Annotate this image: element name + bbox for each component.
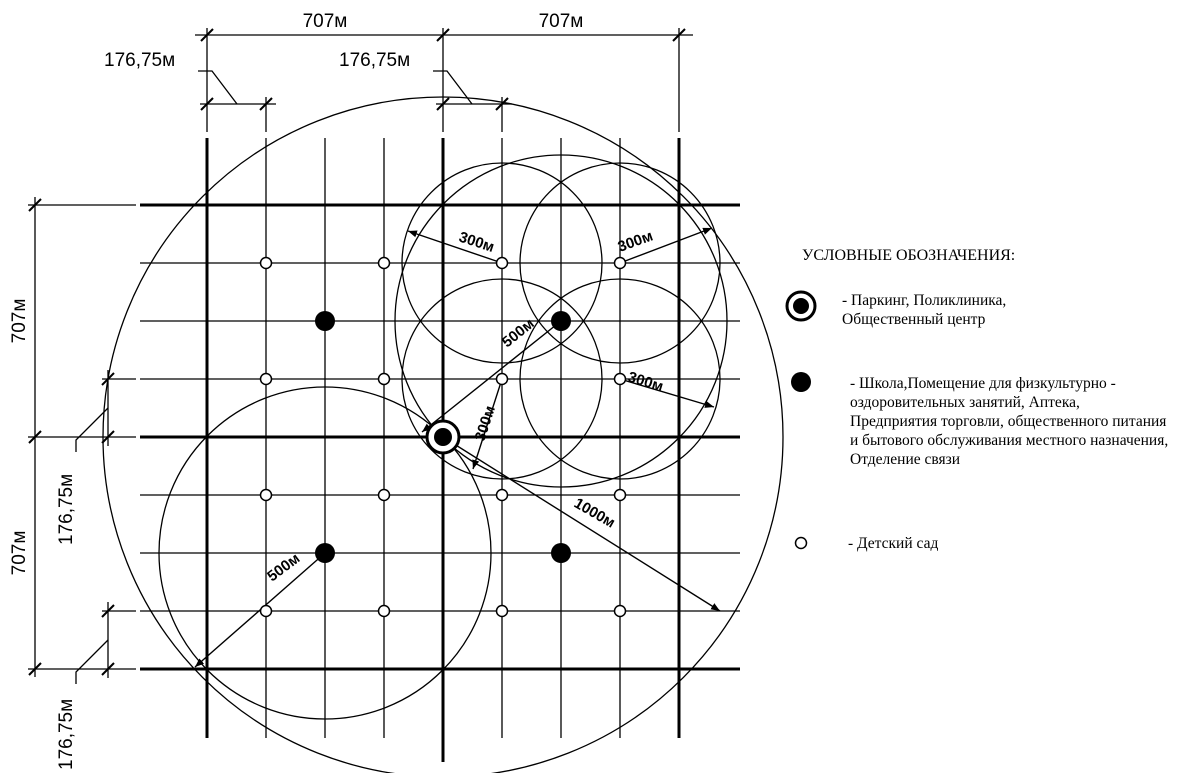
dimension-label-top-mid-176: 176,75м: [339, 50, 410, 71]
open-circle-icon: [377, 604, 391, 618]
legend-item-text: - Школа,Помещение для физкультурно - озд…: [850, 375, 1169, 468]
open-circle-icon: [613, 488, 627, 502]
dimension-label-top-left-707: 707м: [303, 11, 348, 32]
open-circle-icon: [495, 488, 509, 502]
dimension-label-left-lower-176: 176,75м: [56, 699, 77, 770]
open-circle-icon: [377, 488, 391, 502]
open-circle-icon: [377, 256, 391, 270]
radius-circle-500m-lower: [158, 386, 492, 720]
open-circle-icon: [613, 372, 627, 386]
open-circle-icon: [377, 372, 391, 386]
radius-arrow-500m-upper: [421, 320, 562, 433]
open-circle-icon: [794, 536, 808, 550]
filled-circle-icon: [791, 372, 811, 392]
open-circle-icon: [259, 488, 273, 502]
open-circle-icon: [495, 372, 509, 386]
radius-circle-300m-a: [401, 162, 603, 364]
bullseye-icon: [785, 290, 817, 322]
radius-circle-300m-d: [519, 278, 721, 480]
open-circle-icon: [259, 604, 273, 618]
radius-arrow-1000m: [442, 436, 721, 612]
open-circle-icon: [613, 604, 627, 618]
legend-item-text: - Детский сад: [848, 535, 939, 552]
open-circle-icon: [259, 372, 273, 386]
radius-label: 500м: [264, 550, 303, 585]
legend-item-text: - Паркинг, Поликлиника, Общественный цен…: [842, 292, 1007, 328]
radius-circle-300m-b: [519, 162, 721, 364]
radius-label: 300м: [626, 369, 666, 396]
grid-thin-horizontal-lines: [140, 262, 740, 612]
radius-arrow-300m-c: [472, 378, 503, 470]
kindergarten-markers: [259, 256, 627, 618]
filled-circle-icon: [551, 543, 571, 563]
radius-arrow-300m-d: [619, 378, 715, 408]
dimension-label-left-lower-707: 707м: [9, 531, 30, 576]
radius-arrow-300m-b: [619, 227, 713, 264]
left-dimensions: [28, 197, 136, 684]
dimension-label-left-upper-176: 176,75м: [56, 474, 77, 545]
radius-arrow-300m-a: [407, 230, 503, 264]
dimension-label-top-right-707: 707м: [539, 11, 584, 32]
top-dimensions: [195, 28, 693, 132]
open-circle-icon: [613, 256, 627, 270]
dimension-label-left-upper-707: 707м: [9, 299, 30, 344]
open-circle-icon: [495, 604, 509, 618]
school-markers: [315, 311, 571, 563]
radius-circle-500m-upper: [394, 154, 728, 488]
bullseye-icon: [425, 419, 461, 455]
filled-circle-icon: [315, 543, 335, 563]
radius-label: 300м: [457, 229, 497, 256]
filled-circle-icon: [315, 311, 335, 331]
open-circle-icon: [495, 256, 509, 270]
dimension-label-top-left-176: 176,75м: [104, 50, 175, 71]
filled-circle-icon: [551, 311, 571, 331]
open-circle-icon: [259, 256, 273, 270]
legend-title: УСЛОВНЫЕ ОБОЗНАЧЕНИЯ:: [802, 247, 1016, 264]
radius-label: 1000м: [571, 495, 618, 532]
radius-circle-300m-c: [401, 278, 603, 480]
